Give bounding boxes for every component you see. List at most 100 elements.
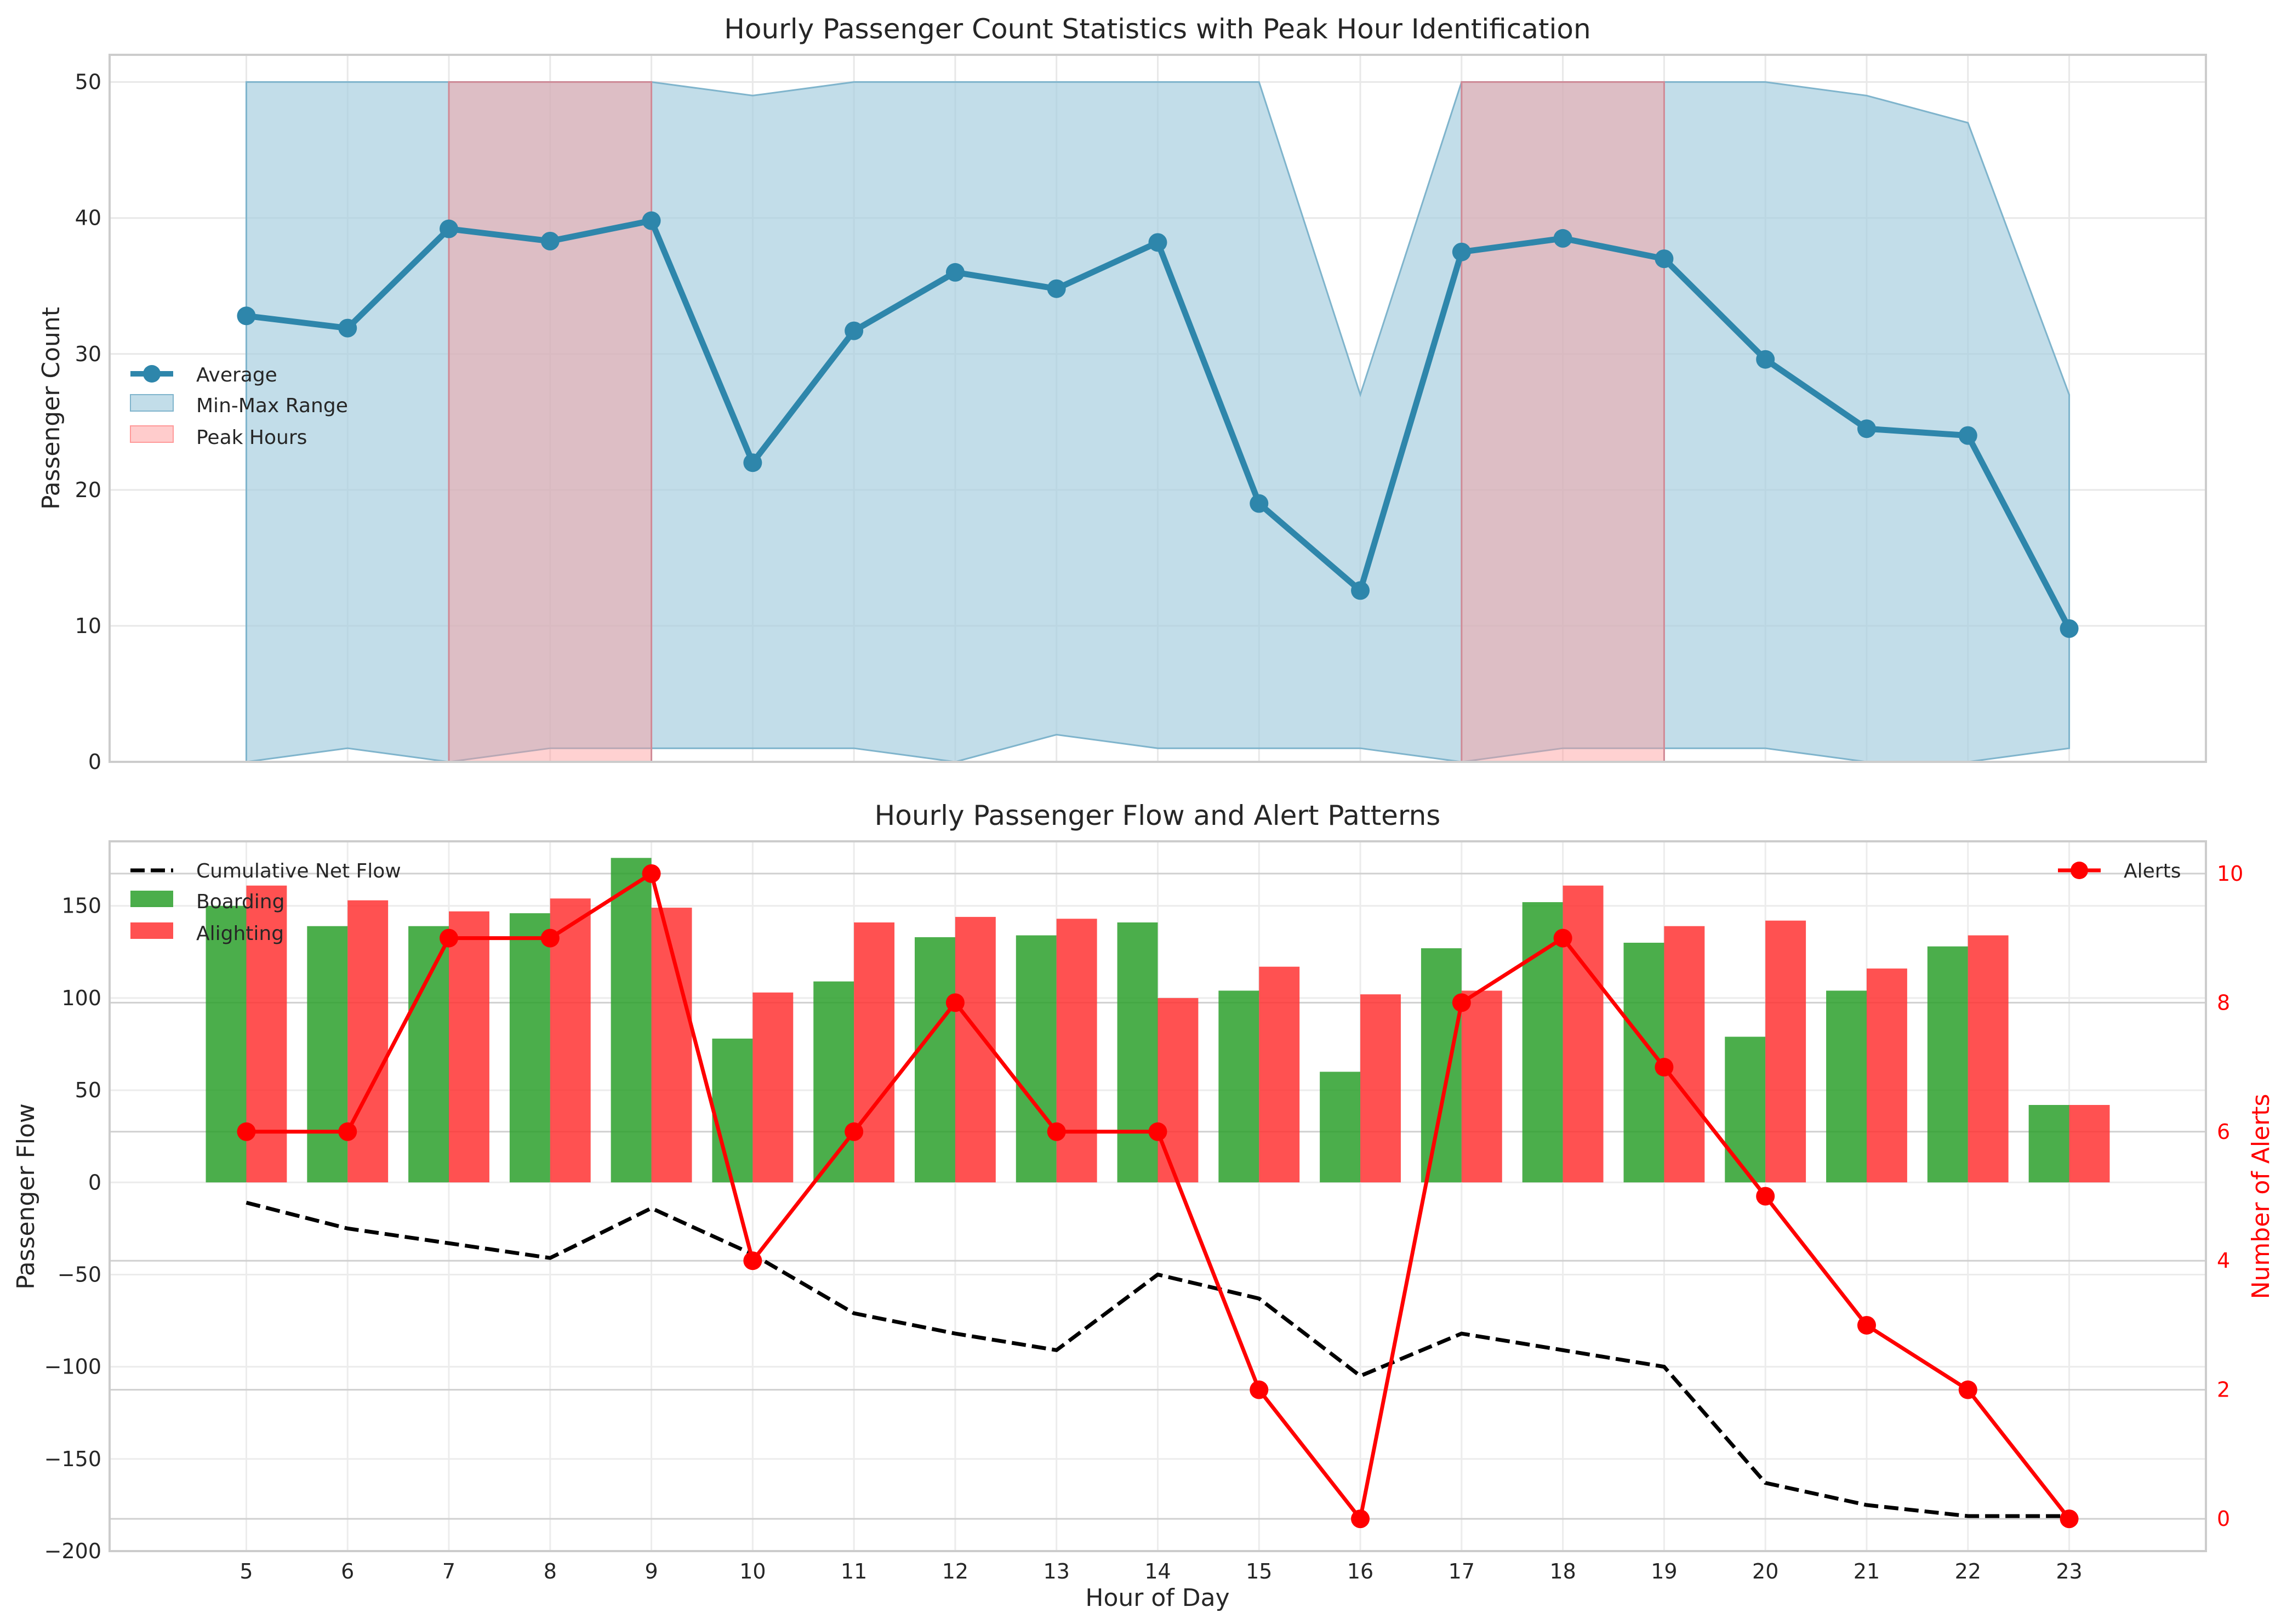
alighting-bar (1866, 968, 1907, 1183)
panel-2-alerts-series (237, 864, 2079, 1529)
legend-alighting-label: Alighting (196, 922, 284, 945)
legend-boarding-label: Boarding (196, 891, 284, 913)
average-point (1958, 426, 1977, 445)
panel-2-frame (109, 840, 2207, 1552)
panel-1: 0 10 20 30 40 50 Hourly Passenger Count Stati… (37, 13, 2207, 774)
panel-2-y-tick-label: 150 (61, 894, 101, 918)
boarding-bar (1117, 922, 1158, 1183)
legend-range-label: Min-Max Range (196, 395, 348, 417)
x-tick-label: 13 (1043, 1559, 1070, 1583)
alighting-bar (752, 992, 794, 1183)
alerts-point (440, 928, 459, 948)
panel-2-net-flow-series (246, 1200, 2069, 1518)
x-tick-label: 15 (1246, 1559, 1272, 1583)
panel-2-y-tick-label: 100 (61, 986, 101, 1010)
x-tick-label: 21 (1854, 1559, 1880, 1583)
x-tick-label: 14 (1144, 1559, 1171, 1583)
alerts-point (237, 1122, 256, 1141)
panel-1-frame (109, 54, 2207, 763)
boarding-bar (813, 981, 854, 1183)
legend-boarding-swatch (130, 891, 173, 907)
legend-net-flow-label: Cumulative Net Flow (196, 860, 401, 882)
panel-1-y-tick-label: 0 (88, 750, 101, 774)
average-point (1857, 419, 1876, 438)
alighting-bar (449, 911, 489, 1183)
average-point (440, 219, 459, 238)
panel-2-y2-tick-label: 2 (2217, 1378, 2230, 1402)
alighting-bar (1968, 935, 2009, 1183)
alerts-point (743, 1251, 762, 1270)
x-tick-label: 20 (1752, 1559, 1778, 1583)
panel-2-y-tick-label: −150 (44, 1447, 101, 1471)
panel-2-y-tick-label: −100 (44, 1355, 101, 1379)
alerts-point (1250, 1380, 1269, 1399)
panel-1-y-tick-label: 50 (75, 70, 101, 94)
panel-2-x-axis-label: Hour of Day (1085, 1584, 1229, 1612)
boarding-bar (1218, 990, 1259, 1183)
alighting-bar (1765, 920, 1806, 1183)
panel-1-average-series (237, 211, 2079, 638)
legend-range-swatch (130, 394, 174, 412)
panel-1-legend: Average Min-Max Range Peak Hours (130, 364, 348, 449)
legend-peak-swatch (130, 425, 174, 443)
boarding-bar (1725, 1036, 1766, 1183)
panel-2-y-tick-label: 0 (88, 1170, 101, 1194)
panel-2-y2-axis-label: Number of Alerts (2247, 1094, 2275, 1300)
average-point (743, 453, 762, 472)
average-point (1047, 279, 1066, 298)
panel-2-y-tick-label: −200 (44, 1539, 101, 1563)
panel-2-legend-left: Cumulative Net Flow Boarding Alighting (130, 860, 401, 945)
panel-1-y-tick-label: 40 (75, 206, 101, 230)
x-tick-label: 9 (645, 1559, 658, 1583)
panel-2-y2-tick-label: 4 (2217, 1249, 2230, 1273)
alerts-point (1351, 1509, 1370, 1529)
boarding-bar (509, 913, 550, 1183)
panel-1-y-ticks: 0 10 20 30 40 50 (75, 70, 101, 774)
x-tick-label: 12 (942, 1559, 968, 1583)
boarding-bar (915, 937, 955, 1183)
boarding-bar (408, 926, 449, 1183)
boarding-bar (611, 858, 652, 1183)
min-max-range-band (245, 81, 2071, 763)
alerts-point (642, 864, 661, 883)
x-tick-label: 17 (1449, 1559, 1475, 1583)
x-tick-label: 23 (2056, 1559, 2082, 1583)
x-tick-label: 11 (841, 1559, 867, 1583)
panel-2: −200 −150 −100 −50 0 50 100 150 0 2 4 6 8 10 5 6 7 8 9 10… (12, 800, 2275, 1612)
panel-2-y2-tick-label: 10 (2217, 862, 2243, 886)
panel-2-y-axis-label: Passenger Flow (12, 1103, 40, 1290)
alighting-bar (1360, 994, 1401, 1183)
panel-2-y2-tick-label: 6 (2217, 1120, 2230, 1144)
average-point (945, 263, 965, 282)
boarding-bar (206, 905, 247, 1183)
average-point (1351, 581, 1370, 600)
panel-2-legend-right: Alerts (2058, 860, 2181, 882)
x-tick-label: 18 (1549, 1559, 1576, 1583)
panel-1-y-tick-label: 10 (75, 614, 101, 638)
panel-1-y-axis-label: Passenger Count (37, 307, 65, 510)
average-point (540, 231, 560, 250)
alighting-bar (1461, 990, 1502, 1183)
average-point (1553, 229, 1572, 248)
boarding-bar (1320, 1072, 1361, 1183)
legend-average-marker (143, 365, 161, 383)
x-tick-label: 22 (1955, 1559, 1981, 1583)
average-point (845, 321, 864, 340)
alighting-bar (854, 922, 895, 1183)
panel-1-y-tick-label: 20 (75, 478, 101, 502)
x-tick-label: 16 (1347, 1559, 1373, 1583)
x-tick-label: 19 (1651, 1559, 1677, 1583)
alerts-point (1857, 1315, 1876, 1335)
boarding-bar (307, 926, 348, 1183)
x-tick-label: 6 (341, 1559, 354, 1583)
average-point (1148, 233, 1167, 252)
alerts-point (540, 928, 560, 948)
legend-alerts-marker (2071, 862, 2088, 879)
alerts-point (1655, 1058, 1674, 1077)
alerts-point (2060, 1509, 2079, 1529)
legend-average-label: Average (196, 364, 277, 386)
alerts-point (1958, 1380, 1977, 1399)
panel-2-y2-tick-label: 0 (2217, 1507, 2230, 1531)
panel-2-title: Hourly Passenger Flow and Alert Patterns (875, 800, 1441, 831)
panel-2-secondary-y-ticks: 0 2 4 6 8 10 (2217, 862, 2243, 1531)
